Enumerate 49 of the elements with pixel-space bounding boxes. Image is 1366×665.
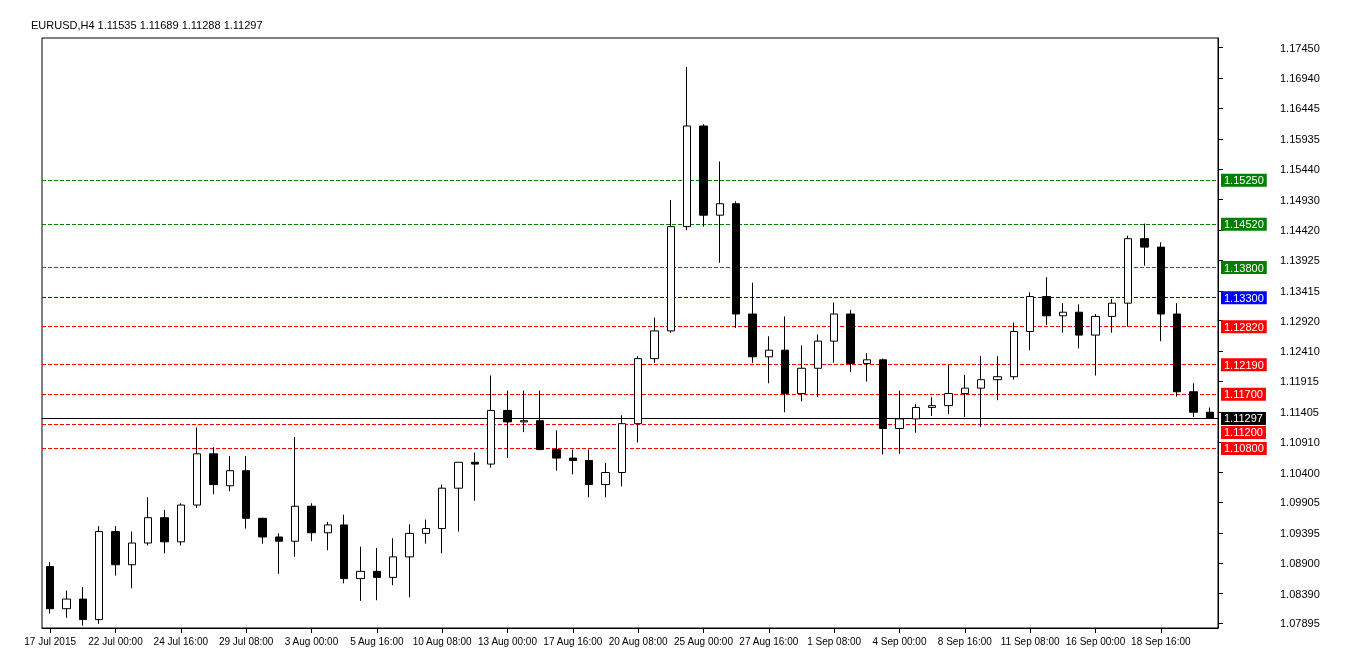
y-tick-label: 1.14420 bbox=[1280, 224, 1320, 237]
y-tick-label: 1.16445 bbox=[1280, 102, 1320, 115]
ref-line-label: 1.11297 bbox=[1224, 412, 1263, 425]
x-tick-label: 18 Sep 16:00 bbox=[1131, 635, 1192, 647]
ref-line-label: 1.11700 bbox=[1224, 388, 1263, 401]
ref-line-label: 1.13300 bbox=[1224, 291, 1264, 304]
x-tick-label: 27 Aug 16:00 bbox=[739, 635, 799, 647]
x-tick-label: 16 Sep 00:00 bbox=[1065, 635, 1126, 647]
x-tick-label: 25 Aug 00:00 bbox=[674, 635, 734, 647]
y-tick-label: 1.17450 bbox=[1280, 41, 1320, 54]
ref-line-label: 1.11200 bbox=[1224, 426, 1263, 439]
y-tick-label: 1.13925 bbox=[1280, 254, 1320, 267]
x-tick-label: 22 Jul 00:00 bbox=[88, 635, 144, 647]
y-tick-label: 1.12920 bbox=[1280, 314, 1320, 327]
x-tick-label: 3 Aug 00:00 bbox=[284, 635, 339, 647]
y-tick-label: 1.08390 bbox=[1280, 587, 1320, 600]
ref-line-label: 1.14520 bbox=[1224, 218, 1264, 231]
ref-line-label: 1.15250 bbox=[1224, 174, 1264, 187]
y-tick-label: 1.11915 bbox=[1280, 375, 1319, 388]
x-tick-label: 13 Aug 00:00 bbox=[478, 635, 538, 647]
y-tick-label: 1.10910 bbox=[1280, 435, 1320, 448]
y-tick-label: 1.13415 bbox=[1280, 284, 1320, 297]
y-tick-label: 1.16940 bbox=[1280, 72, 1320, 85]
x-tick-label: 4 Sep 00:00 bbox=[872, 635, 927, 647]
y-tick-label: 1.12410 bbox=[1280, 345, 1320, 358]
x-tick-label: 17 Jul 2015 bbox=[24, 635, 77, 647]
x-tick-label: 8 Sep 16:00 bbox=[937, 635, 993, 647]
y-tick-label: 1.08900 bbox=[1280, 556, 1320, 569]
y-tick-label: 1.14930 bbox=[1280, 193, 1320, 206]
x-tick-label: 17 Aug 16:00 bbox=[543, 635, 603, 647]
x-tick-label: 11 Sep 08:00 bbox=[1000, 635, 1060, 647]
y-tick-label: 1.09905 bbox=[1280, 496, 1320, 509]
y-tick-label: 1.07895 bbox=[1280, 617, 1320, 630]
chart-title: EURUSD,H4 1.11535 1.11689 1.11288 1.11297 bbox=[31, 18, 263, 31]
x-tick-label: 5 Aug 16:00 bbox=[350, 635, 404, 647]
y-tick-label: 1.11405 bbox=[1280, 405, 1319, 418]
x-tick-label: 1 Sep 08:00 bbox=[807, 635, 862, 647]
x-tick-label: 20 Aug 08:00 bbox=[608, 635, 669, 647]
x-tick-label: 24 Jul 16:00 bbox=[153, 635, 209, 647]
ref-line-label: 1.12820 bbox=[1224, 320, 1264, 333]
y-tick-label: 1.15440 bbox=[1280, 162, 1320, 175]
ref-line-label: 1.13800 bbox=[1224, 261, 1264, 274]
y-tick-label: 1.15935 bbox=[1280, 132, 1320, 145]
y-tick-label: 1.09395 bbox=[1280, 527, 1320, 540]
ref-line-label: 1.10800 bbox=[1224, 442, 1264, 455]
x-tick-label: 10 Aug 08:00 bbox=[412, 635, 473, 647]
ref-line-label: 1.12190 bbox=[1224, 358, 1264, 371]
y-tick-label: 1.10400 bbox=[1280, 466, 1320, 479]
x-tick-label: 29 Jul 08:00 bbox=[218, 635, 274, 647]
